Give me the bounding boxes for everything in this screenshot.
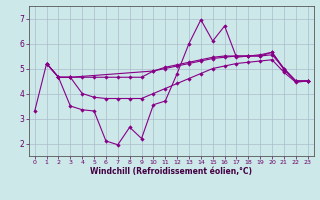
X-axis label: Windchill (Refroidissement éolien,°C): Windchill (Refroidissement éolien,°C) bbox=[90, 167, 252, 176]
